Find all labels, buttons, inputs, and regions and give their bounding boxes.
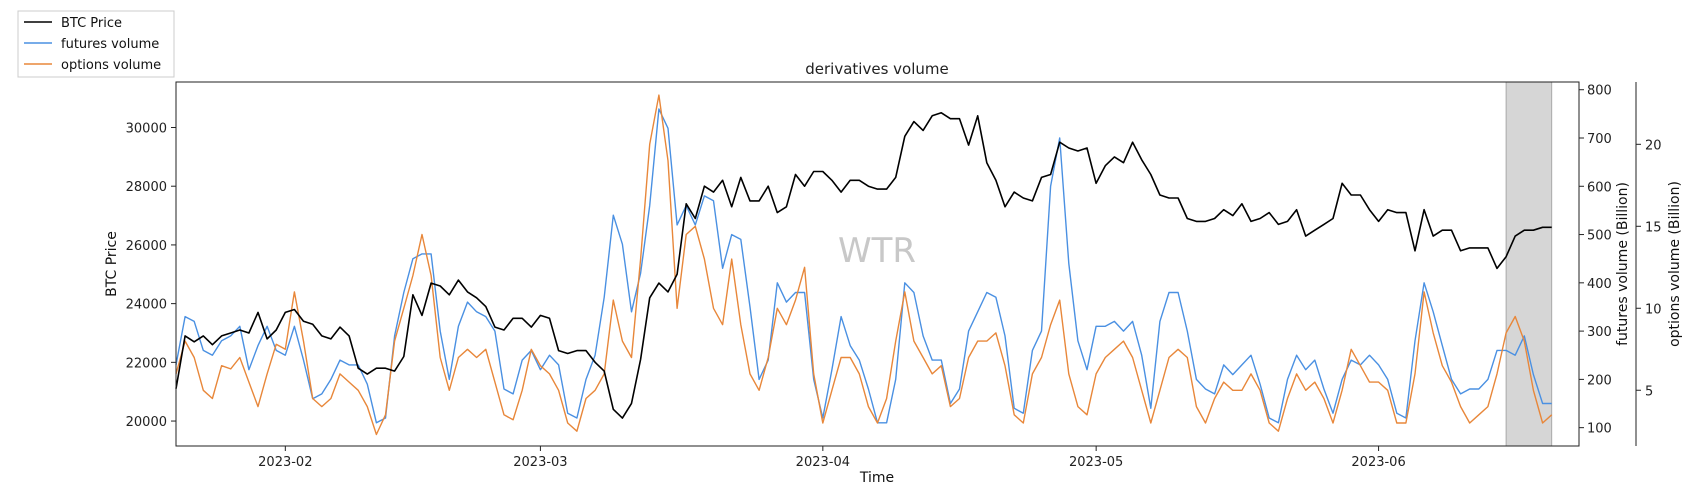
y-right-futures-tick-label: 700 — [1587, 132, 1612, 147]
x-tick-label: 2023-02 — [258, 455, 312, 470]
y-right-futures-tick-label: 800 — [1587, 84, 1612, 99]
y-left-tick-label: 28000 — [126, 180, 167, 195]
legend-label-futures-volume: futures volume — [61, 37, 159, 52]
y-right-futures-tick-label: 600 — [1587, 180, 1612, 195]
x-axis-title: Time — [859, 470, 894, 486]
x-tick-label: 2023-06 — [1351, 455, 1405, 470]
legend-label-options-volume: options volume — [61, 58, 161, 73]
y-axis-left-title: BTC Price — [104, 231, 120, 297]
x-tick-label: 2023-03 — [513, 455, 567, 470]
y-left-tick-label: 20000 — [126, 415, 167, 430]
y-right-options-tick-label: 20 — [1645, 138, 1662, 153]
highlight-region — [1505, 81, 1553, 447]
y-right-options-tick-label: 15 — [1645, 220, 1662, 235]
series-line-btc-price — [175, 112, 1552, 419]
x-axis-ticks: 2023-02 2023-03 2023-04 2023-05 2023-06 — [258, 446, 1406, 470]
watermark-text: WTR — [838, 231, 916, 271]
y-right-futures-tick-label: 500 — [1587, 229, 1612, 244]
y-axis-right-futures-ticks: 100 200 300 400 500 600 700 800 — [1579, 84, 1612, 437]
y-left-tick-label: 30000 — [126, 122, 167, 137]
x-tick-label: 2023-04 — [796, 455, 850, 470]
y-right-options-tick-label: 5 — [1645, 384, 1653, 399]
y-left-tick-label: 24000 — [126, 298, 167, 313]
series-layer — [175, 94, 1553, 436]
y-axis-left-ticks: 20000 22000 24000 26000 28000 30000 — [126, 122, 176, 430]
y-right-futures-tick-label: 100 — [1587, 422, 1612, 437]
x-tick-label: 2023-05 — [1069, 455, 1123, 470]
y-axis-right-futures-title: futures volume (Billion) — [1615, 182, 1631, 346]
y-right-futures-tick-label: 200 — [1587, 373, 1612, 388]
y-axis-right-options-title: options volume (Billion) — [1667, 181, 1683, 347]
chart-title: derivatives volume — [805, 60, 948, 78]
y-right-futures-tick-label: 400 — [1587, 277, 1612, 292]
plot-frame — [175, 81, 1580, 447]
legend: BTC Price futures volume options volume — [17, 10, 175, 78]
y-left-tick-label: 26000 — [126, 239, 167, 254]
y-right-futures-tick-label: 300 — [1587, 325, 1612, 340]
legend-label-btc-price: BTC Price — [61, 16, 122, 31]
y-right-options-tick-label: 10 — [1645, 302, 1662, 317]
series-line-options-volume — [175, 94, 1553, 436]
y-axis-right-options-ticks: 5 10 15 20 — [1636, 138, 1662, 399]
y-left-tick-label: 22000 — [126, 356, 167, 371]
series-line-futures-volume — [175, 108, 1552, 424]
